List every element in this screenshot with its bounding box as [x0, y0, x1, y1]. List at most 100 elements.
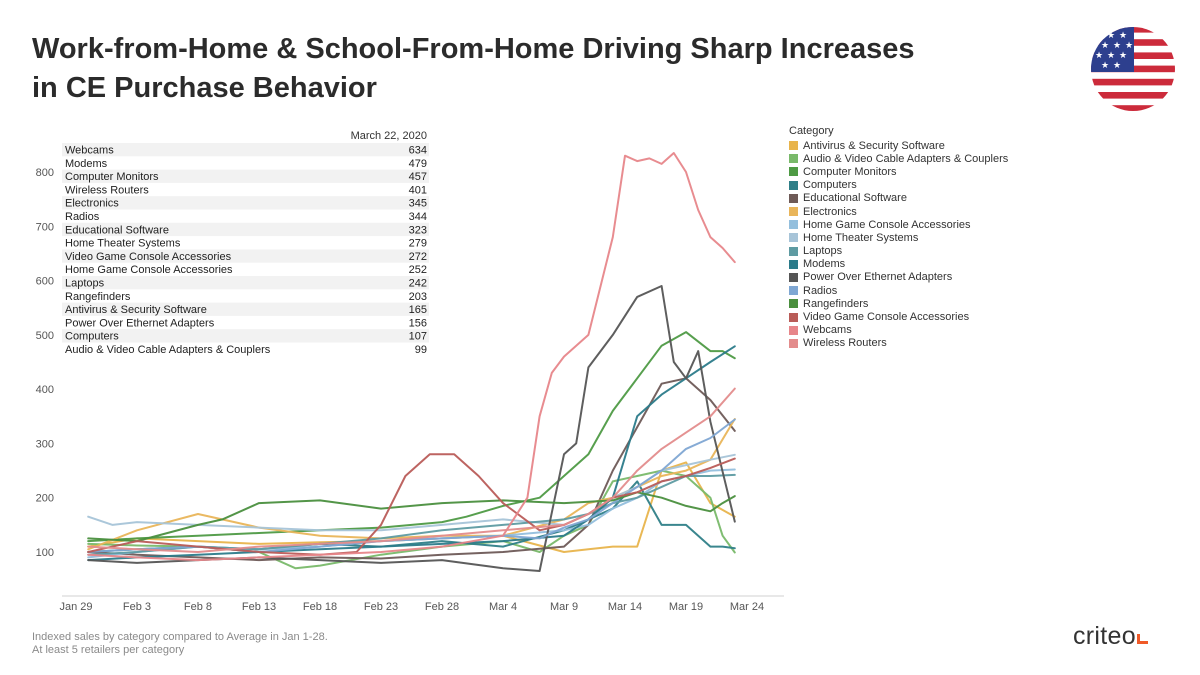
table-row-value: 99 [415, 344, 427, 356]
table-row-value: 107 [409, 331, 427, 343]
svg-text:★: ★ [1107, 31, 1115, 41]
x-tick-label: Mar 19 [669, 601, 703, 613]
series-line [87, 469, 736, 570]
legend-label: Rangefinders [803, 297, 869, 310]
brand-mark-icon [1136, 634, 1148, 644]
table-row-label: Educational Software [65, 224, 169, 236]
legend-item: Computer Monitors [789, 165, 1008, 178]
legend-swatch [789, 167, 798, 177]
series-line [87, 331, 736, 543]
table-row-label: Rangefinders [65, 291, 131, 303]
legend-item: Video Game Console Accessories [789, 310, 1008, 323]
table-row-stripe [62, 276, 429, 290]
table-row-label: Home Game Console Accessories [65, 264, 233, 276]
legend-item: Rangefinders [789, 297, 1008, 310]
table-row-stripe [62, 222, 429, 237]
table-row-label: Computers [65, 331, 119, 343]
legend-swatch [789, 141, 798, 151]
y-tick-label: 200 [36, 493, 54, 505]
legend-swatch [789, 286, 798, 296]
svg-text:★: ★ [1125, 41, 1133, 51]
legend-item: Electronics [789, 205, 1008, 218]
legend-swatch [789, 259, 798, 269]
legend-item: Radios [789, 284, 1008, 297]
svg-text:★: ★ [1113, 61, 1121, 71]
table-row-label: Video Game Console Accessories [65, 251, 232, 263]
y-tick-label: 500 [36, 330, 54, 342]
table-row-value: 203 [409, 291, 427, 303]
series-line [87, 453, 736, 556]
legend-items: Antivirus & Security Software Audio & Vid… [789, 139, 1008, 350]
x-tick-label: Feb 18 [303, 601, 337, 613]
legend-label: Modems [803, 258, 846, 271]
svg-text:★: ★ [1113, 41, 1121, 51]
table-row-label: Electronics [65, 198, 119, 210]
legend-item: Home Theater Systems [789, 231, 1008, 244]
x-tick-label: Feb 28 [425, 601, 459, 613]
table-row-label: Laptops [65, 278, 105, 290]
legend-item: Wireless Routers [789, 337, 1008, 350]
svg-text:★: ★ [1107, 51, 1115, 61]
legend-label: Power Over Ethernet Adapters [803, 271, 953, 284]
legend-label: Antivirus & Security Software [803, 139, 945, 152]
table-row-value: 401 [409, 184, 427, 196]
legend-swatch [789, 207, 798, 217]
x-tick-label: Mar 14 [608, 601, 642, 613]
legend-label: Computer Monitors [803, 165, 897, 178]
legend-swatch [789, 154, 798, 164]
x-tick-label: Mar 24 [730, 601, 764, 613]
footnote: Indexed sales by category compared to Av… [32, 631, 328, 657]
svg-text:★: ★ [1101, 61, 1109, 71]
x-tick-label: Feb 8 [184, 601, 212, 613]
svg-text:★: ★ [1095, 51, 1103, 61]
footnote-line-1: Indexed sales by category compared to Av… [32, 631, 328, 643]
table-row-value: 242 [409, 278, 427, 290]
legend-item: Computers [789, 179, 1008, 192]
series-line [87, 387, 736, 553]
legend-swatch [789, 246, 798, 256]
table-row-stripe [62, 302, 429, 316]
series-line [87, 453, 736, 532]
page-title: Work-from-Home & School-From-Home Drivin… [32, 30, 1032, 108]
y-tick-label: 600 [36, 276, 54, 288]
legend-item: Webcams [789, 324, 1008, 337]
svg-text:★: ★ [1119, 31, 1127, 41]
legend-swatch [789, 338, 798, 348]
table-row-stripe [62, 196, 429, 210]
table-row-label: Webcams [65, 145, 114, 157]
legend-swatch [789, 312, 798, 322]
legend-label: Home Game Console Accessories [803, 218, 971, 231]
series-line [87, 491, 736, 543]
y-tick-label: 100 [36, 547, 54, 559]
legend-item: Modems [789, 258, 1008, 271]
legend-label: Webcams [803, 324, 852, 337]
legend-label: Radios [803, 284, 838, 297]
y-tick-label: 300 [36, 438, 54, 450]
table-row-label: Home Theater Systems [65, 238, 181, 250]
legend-swatch [789, 180, 798, 190]
legend-label: Wireless Routers [803, 337, 887, 350]
legend-item: Power Over Ethernet Adapters [789, 271, 1008, 284]
table-row-value: 279 [409, 238, 427, 250]
x-tick-label: Feb 3 [123, 601, 151, 613]
series-line [87, 473, 736, 556]
brand-name: criteo [1073, 622, 1136, 650]
y-tick-label: 400 [36, 384, 54, 396]
x-tick-label: Jan 29 [59, 601, 92, 613]
table-row-value: 323 [409, 224, 427, 236]
y-tick-label: 800 [36, 167, 54, 179]
table-row-value: 344 [409, 211, 427, 223]
table-row-value: 165 [409, 304, 427, 316]
y-tick-label: 700 [36, 221, 54, 233]
legend: Category Antivirus & Security Software Au… [789, 125, 1008, 350]
legend-swatch [789, 299, 798, 309]
x-tick-label: Mar 4 [489, 601, 517, 613]
criteo-logo: criteo [1073, 622, 1148, 651]
table-row-value: 457 [409, 171, 427, 183]
us-flag-icon: ★ ★ ★ ★ ★ ★ ★ ★ ★ ★ ★ [1091, 27, 1175, 111]
legend-label: Audio & Video Cable Adapters & Couplers [803, 152, 1009, 165]
table-row-stripe [62, 329, 429, 343]
legend-swatch [789, 193, 798, 203]
series-line [87, 461, 736, 553]
